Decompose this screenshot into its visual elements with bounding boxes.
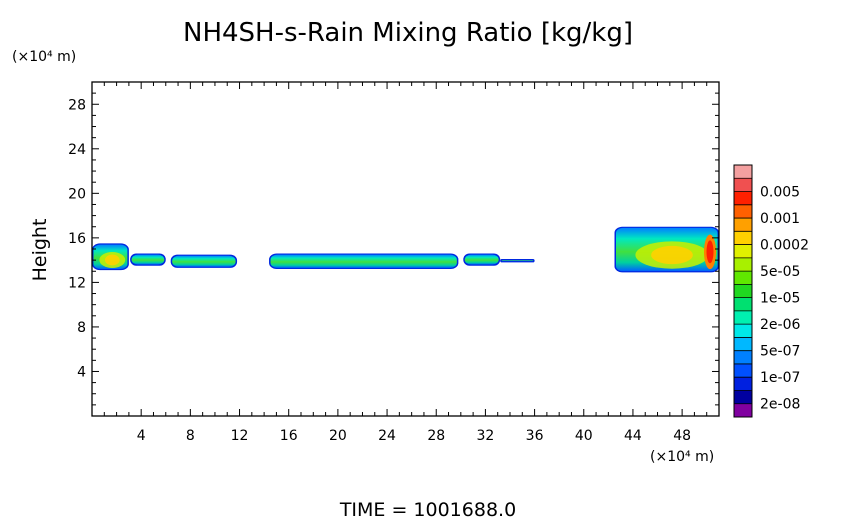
colorbar-swatch: [734, 178, 752, 192]
data-region: [614, 226, 719, 273]
colorbar-swatch: [734, 350, 752, 365]
x-tick-label: 32: [476, 428, 494, 444]
colorbar-label: 5e-07: [760, 344, 800, 360]
x-tick-label: 24: [378, 428, 396, 444]
data-region: [130, 253, 166, 266]
y-tick-label: 16: [68, 231, 86, 247]
colorbar-swatch: [734, 191, 752, 206]
colorbar-swatch: [734, 231, 752, 245]
data-region: [170, 254, 238, 268]
x-tick-label: 4: [137, 428, 146, 444]
colorbar-label: 1e-05: [760, 291, 800, 307]
x-tick-label: 8: [186, 428, 195, 444]
colorbar-swatch: [734, 165, 752, 179]
colorbar-label: 5e-05: [760, 264, 800, 280]
y-tick-label: 24: [68, 142, 86, 158]
colorbar-label: 2e-06: [760, 317, 800, 333]
colorbar-swatch: [734, 324, 752, 338]
y-axis-ticks: 4 8 12 16 20 24 28: [68, 92, 719, 406]
y-tick-label: 12: [68, 275, 86, 291]
x-tick-label: 36: [526, 428, 544, 444]
data-region: [463, 253, 501, 266]
colorbar-swatch: [734, 363, 752, 378]
time-label: TIME = 1001688.0: [339, 499, 516, 519]
x-tick-label: 48: [673, 428, 691, 444]
colorbar-swatch: [734, 271, 752, 285]
colorbar-swatch: [734, 337, 752, 351]
x-axis-ticks: 4 8 12 16 20 24 28 32 36 40 44 48: [103, 82, 708, 444]
x-tick-label: 44: [624, 428, 642, 444]
data-region: [269, 253, 459, 270]
x-tick-label: 16: [280, 428, 298, 444]
colorbar-swatch: [734, 377, 752, 391]
y-tick-label: 28: [68, 97, 86, 113]
colorbar-label: 0.001: [760, 211, 800, 227]
y-axis-label: Height: [29, 219, 51, 282]
data-region: [500, 259, 535, 263]
x-tick-label: 40: [575, 428, 593, 444]
colorbar-label: 1e-07: [760, 370, 800, 386]
colorbar-swatch: [734, 390, 752, 405]
chart-title: NH4SH-s-Rain Mixing Ratio [kg/kg]: [183, 18, 633, 48]
data-region: [92, 243, 129, 271]
x-tick-label: 12: [231, 428, 249, 444]
data-regions: [92, 226, 719, 273]
colorbar-swatch: [734, 204, 752, 219]
colorbar-swatch: [734, 310, 752, 325]
y-tick-label: 4: [77, 364, 86, 380]
y-tick-label: 20: [68, 186, 86, 202]
colorbar-swatch: [734, 284, 752, 298]
x-axis-unit: (×10⁴ m): [650, 449, 714, 465]
colorbar-frame: [733, 164, 753, 418]
colorbar-swatch: [734, 244, 752, 259]
x-tick-label: 20: [329, 428, 347, 444]
y-axis-unit: (×10⁴ m): [12, 49, 76, 65]
y-tick-label: 8: [77, 320, 86, 336]
colorbar-swatch: [734, 297, 752, 312]
colorbar-swatch: [734, 403, 752, 418]
colorbar: 0.005 0.001 0.0002 5e-05 1e-05 2e-06 5e-07 1e-0…: [733, 164, 809, 418]
colorbar-swatch: [734, 218, 752, 232]
colorbar-label: 2e-08: [760, 397, 800, 413]
colorbar-label: 0.005: [760, 185, 800, 201]
colorbar-swatch: [734, 257, 752, 272]
colorbar-label: 0.0002: [760, 238, 809, 254]
x-tick-label: 28: [427, 428, 445, 444]
